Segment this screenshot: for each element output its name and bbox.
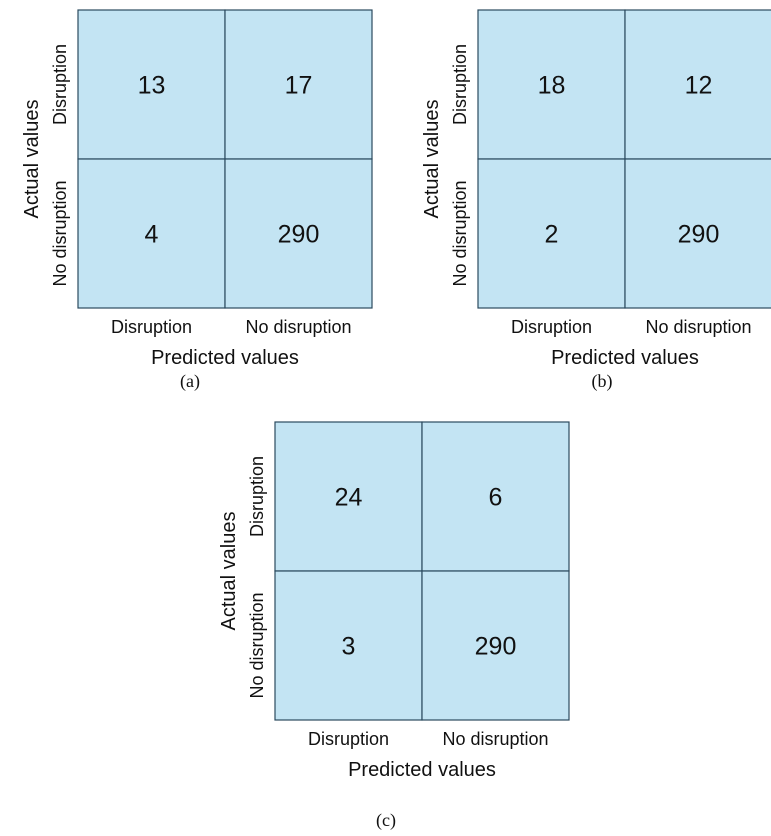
cell-value: 6 xyxy=(489,484,503,512)
cell-value: 18 xyxy=(538,72,566,100)
x-axis-title: Predicted values xyxy=(551,347,699,369)
x-tick-label: Disruption xyxy=(511,317,592,337)
x-tick-label: No disruption xyxy=(645,317,751,337)
matrix-cell xyxy=(224,9,373,160)
y-axis-title: Actual values xyxy=(21,100,43,219)
x-tick-label: No disruption xyxy=(442,729,548,749)
matrix-cell xyxy=(421,421,570,572)
cell-value: 24 xyxy=(335,484,363,512)
y-tick-label: Disruption xyxy=(247,456,267,537)
cell-value: 3 xyxy=(342,633,356,661)
matrix-cell xyxy=(274,421,423,572)
matrix-cell xyxy=(274,570,423,721)
caption-b: (b) xyxy=(591,371,613,391)
matrix-cell xyxy=(477,158,626,309)
caption-c: (c) xyxy=(376,810,396,830)
confusion-matrix-a-svg: 13 17 4 290 Disruption No disruption Disruptio… xyxy=(21,9,373,369)
caption-a: (a) xyxy=(180,371,200,391)
confusion-matrix-b: 18 12 2 290 Disruption No disruption Disruptio… xyxy=(410,9,771,369)
y-tick-label: No disruption xyxy=(450,180,470,286)
cell-value: 12 xyxy=(685,72,713,100)
cell-value: 290 xyxy=(278,221,320,249)
matrix-cell xyxy=(477,9,626,160)
matrix-cell xyxy=(624,158,771,309)
cell-value: 290 xyxy=(678,221,720,249)
cell-value: 13 xyxy=(138,72,166,100)
x-tick-label: No disruption xyxy=(245,317,351,337)
x-tick-label: Disruption xyxy=(308,729,389,749)
y-axis-title: Actual values xyxy=(421,100,443,219)
confusion-matrix-a: 13 17 4 290 Disruption No disruption Disruptio… xyxy=(10,9,390,369)
y-tick-label: Disruption xyxy=(450,44,470,125)
matrix-cell xyxy=(77,158,226,309)
cell-value: 290 xyxy=(475,633,517,661)
x-axis-title: Predicted values xyxy=(151,347,299,369)
y-tick-label: Disruption xyxy=(50,44,70,125)
matrix-cell xyxy=(421,570,570,721)
y-tick-label: No disruption xyxy=(50,180,70,286)
cell-value: 4 xyxy=(145,221,159,249)
matrix-cell xyxy=(224,158,373,309)
x-tick-label: Disruption xyxy=(111,317,192,337)
cell-value: 2 xyxy=(545,221,559,249)
matrix-cell xyxy=(624,9,771,160)
matrix-cell xyxy=(77,9,226,160)
y-axis-title: Actual values xyxy=(218,512,240,631)
y-tick-label: No disruption xyxy=(247,592,267,698)
cell-value: 17 xyxy=(285,72,313,100)
confusion-matrix-c: 24 6 3 290 Disruption No disruption Disruption… xyxy=(207,421,587,781)
x-axis-title: Predicted values xyxy=(348,759,496,781)
confusion-matrix-b-svg: 18 12 2 290 Disruption No disruption Disruptio… xyxy=(421,9,771,369)
confusion-matrix-c-svg: 24 6 3 290 Disruption No disruption Disruption… xyxy=(218,421,570,781)
